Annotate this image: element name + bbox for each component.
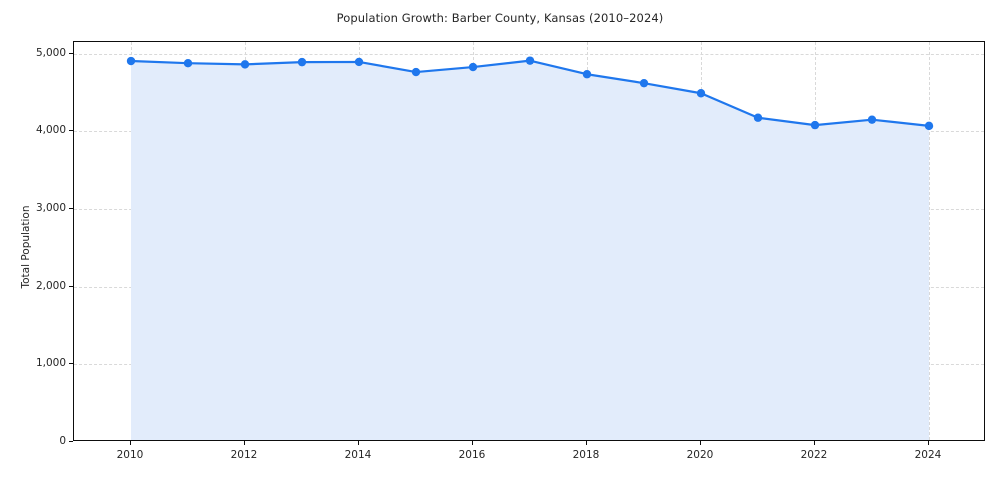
data-point-2021 [753,113,763,122]
data-point-2014 [354,57,364,67]
data-point-2015 [411,67,421,77]
data-point-2010 [126,56,136,66]
x-tick-label-2024: 2024 [914,449,942,461]
y-tick-label-1000: 1,000 [35,357,66,370]
x-tick-mark-2024 [928,441,929,445]
y-tick-label-0: 0 [59,435,66,447]
area-fill [131,60,929,440]
data-point-markers [126,56,934,131]
y-tick-mark-3000 [69,207,73,209]
y-tick-label-2000: 2,000 [35,279,66,292]
x-tick-label-2020: 2020 [686,449,714,461]
gridline-vertical [929,42,930,440]
x-tick-label-2012: 2012 [230,449,258,461]
x-tick-mark-2016 [472,441,473,445]
x-tick-mark-2010 [130,441,131,445]
x-tick-label-2022: 2022 [800,449,828,461]
data-point-2022 [810,120,820,130]
population-series [126,56,934,440]
y-tick-mark-4000 [69,130,73,132]
x-tick-label-2014: 2014 [344,449,372,461]
data-point-2013 [297,57,307,67]
plot-area [73,41,985,441]
x-tick-mark-2014 [358,441,359,445]
y-tick-mark-0 [69,441,73,442]
x-tick-mark-2020 [700,441,701,445]
x-tick-mark-2018 [586,441,587,445]
data-point-2023 [867,115,877,124]
x-tick-mark-2022 [814,441,815,445]
y-tick-mark-1000 [69,363,73,365]
gridline-horizontal [74,53,984,55]
data-point-2020 [696,89,706,98]
chart-title: Population Growth: Barber County, Kansas… [336,11,664,25]
data-point-2018 [582,70,592,79]
data-point-2012 [240,60,250,69]
x-tick-label-2010: 2010 [116,449,144,461]
data-point-2016 [468,62,478,72]
data-point-2019 [639,78,649,88]
data-point-2024 [924,121,934,131]
x-tick-label-2018: 2018 [572,449,600,461]
y-tick-label-4000: 4,000 [35,124,66,137]
y-axis-label: Total Population [20,205,32,289]
y-tick-mark-2000 [69,285,73,287]
y-tick-mark-5000 [69,52,73,54]
y-tick-label-3000: 3,000 [35,201,66,214]
data-point-2017 [525,56,535,65]
x-tick-mark-2012 [244,441,245,445]
y-tick-label-5000: 5,000 [35,46,66,59]
x-tick-label-2016: 2016 [458,449,486,461]
data-point-2011 [183,59,193,68]
